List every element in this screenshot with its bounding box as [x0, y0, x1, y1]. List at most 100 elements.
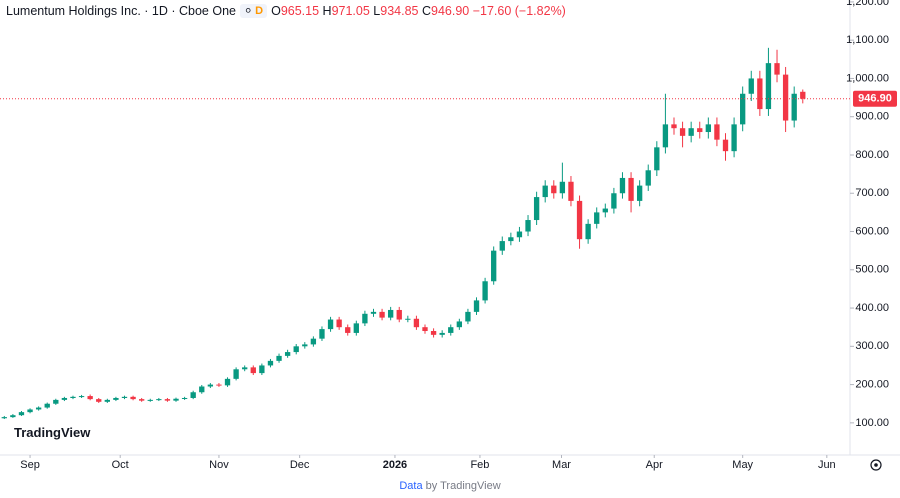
candle-body [276, 355, 282, 361]
candle-body [164, 399, 171, 401]
x-tick-label: 2026 [383, 459, 407, 471]
candle-body [697, 128, 703, 133]
candle-body [439, 332, 445, 335]
y-tick-label: 200.00 [855, 378, 889, 390]
candle-body [96, 399, 102, 402]
candle-body [611, 193, 617, 209]
candle-body [774, 63, 780, 75]
x-tick-label: Sep [20, 459, 40, 471]
candle-body [533, 197, 540, 221]
candle-body [207, 384, 214, 387]
candle-body [53, 399, 59, 404]
candle-body [302, 344, 308, 347]
candle-body [782, 74, 789, 121]
candle-body [714, 124, 720, 140]
x-tick-label: Apr [646, 459, 663, 471]
change: −17.60 (−1.82%) [472, 4, 566, 18]
symbol-title: Lumentum Holdings Inc. · 1D · Cboe One [6, 4, 236, 18]
candle-body [654, 147, 660, 171]
y-tick-label: 500.00 [855, 264, 889, 276]
candle-body [516, 231, 523, 238]
x-tick-label: Mar [552, 459, 571, 471]
legend-header: Lumentum Holdings Inc. · 1D · Cboe One ⚪… [6, 4, 566, 18]
candle-body [224, 378, 231, 386]
candle-body [387, 309, 394, 318]
ohlc-value: 946.90 [431, 4, 470, 18]
last-price-tag [853, 90, 897, 107]
x-tick-label: Nov [209, 459, 229, 471]
candle-body [765, 63, 772, 110]
candle-body [791, 93, 797, 121]
last-price-label: 946.90 [858, 93, 892, 105]
footer: Data by TradingView [0, 480, 900, 492]
y-tick-label: 1,200.00 [846, 0, 889, 8]
footer-link[interactable]: Data [399, 480, 423, 492]
ohlc: O965.15 H971.05 L934.85 C946.90 −17.60 (… [271, 4, 566, 18]
candle-body [456, 321, 463, 328]
candle-body [413, 318, 420, 328]
ohlc-value: 971.05 [331, 4, 370, 18]
candle-body [499, 241, 505, 251]
x-tick-label: May [732, 459, 753, 471]
badge[interactable]: ⚪ D [239, 4, 268, 18]
candle-body [482, 281, 488, 301]
candle-body [722, 139, 729, 152]
settings-icon-dot [874, 463, 878, 467]
candle-body [559, 181, 566, 194]
candle-body [130, 396, 136, 400]
candle-body [104, 399, 110, 402]
candle-body [370, 311, 377, 314]
candle-body [748, 78, 754, 94]
candle-body [405, 318, 411, 320]
candle-body [87, 396, 93, 400]
candle-body [259, 365, 265, 374]
candle-body [70, 396, 76, 398]
candle-body [345, 327, 351, 333]
footer-text: by TradingView [425, 480, 501, 492]
candle-body [284, 352, 291, 356]
candle-body [310, 338, 317, 345]
logo[interactable]: TradingView [8, 421, 97, 444]
candle-body [619, 177, 626, 194]
y-tick-label: 600.00 [855, 225, 889, 237]
candle-body [568, 181, 574, 201]
ohlc-label: L [373, 4, 381, 18]
candle-body [121, 396, 128, 398]
candle-body [645, 170, 651, 186]
x-tick-label: Dec [290, 459, 310, 471]
x-tick-label: Oct [112, 459, 129, 471]
y-tick-label: 900.00 [855, 111, 889, 123]
candle-body [757, 78, 763, 110]
candle-body [233, 369, 239, 379]
candle-body [636, 185, 643, 201]
candle-body [18, 412, 25, 416]
chart: 100.00 200.00 300.00 400.00 500.00 600.00 700.… [0, 0, 900, 471]
candle-body [44, 403, 50, 408]
logo-text: TradingView [14, 425, 91, 440]
candle-body [293, 346, 299, 353]
candle-body [430, 331, 437, 335]
settings-icon[interactable] [870, 459, 882, 471]
candle-body [199, 386, 205, 393]
candle-body [602, 208, 608, 213]
candle-body [181, 397, 188, 399]
candle-body [705, 124, 711, 133]
candle-body [139, 399, 145, 401]
y-tick-label: 700.00 [855, 187, 889, 199]
candle-body [27, 409, 33, 413]
candle-body [473, 300, 480, 312]
candle-body [422, 327, 428, 332]
badge-letter: D [255, 5, 264, 17]
y-tick-label: 400.00 [855, 302, 889, 314]
candle-body [594, 212, 600, 224]
x-tick-label: Jun [818, 459, 836, 471]
candle-body [35, 407, 42, 410]
candle-body [1, 417, 7, 419]
candle-body [542, 185, 548, 198]
candle-body [61, 397, 68, 400]
candle-body [585, 223, 591, 240]
candle-body [491, 250, 497, 282]
candle-body [671, 124, 677, 129]
candle-body [551, 185, 557, 194]
